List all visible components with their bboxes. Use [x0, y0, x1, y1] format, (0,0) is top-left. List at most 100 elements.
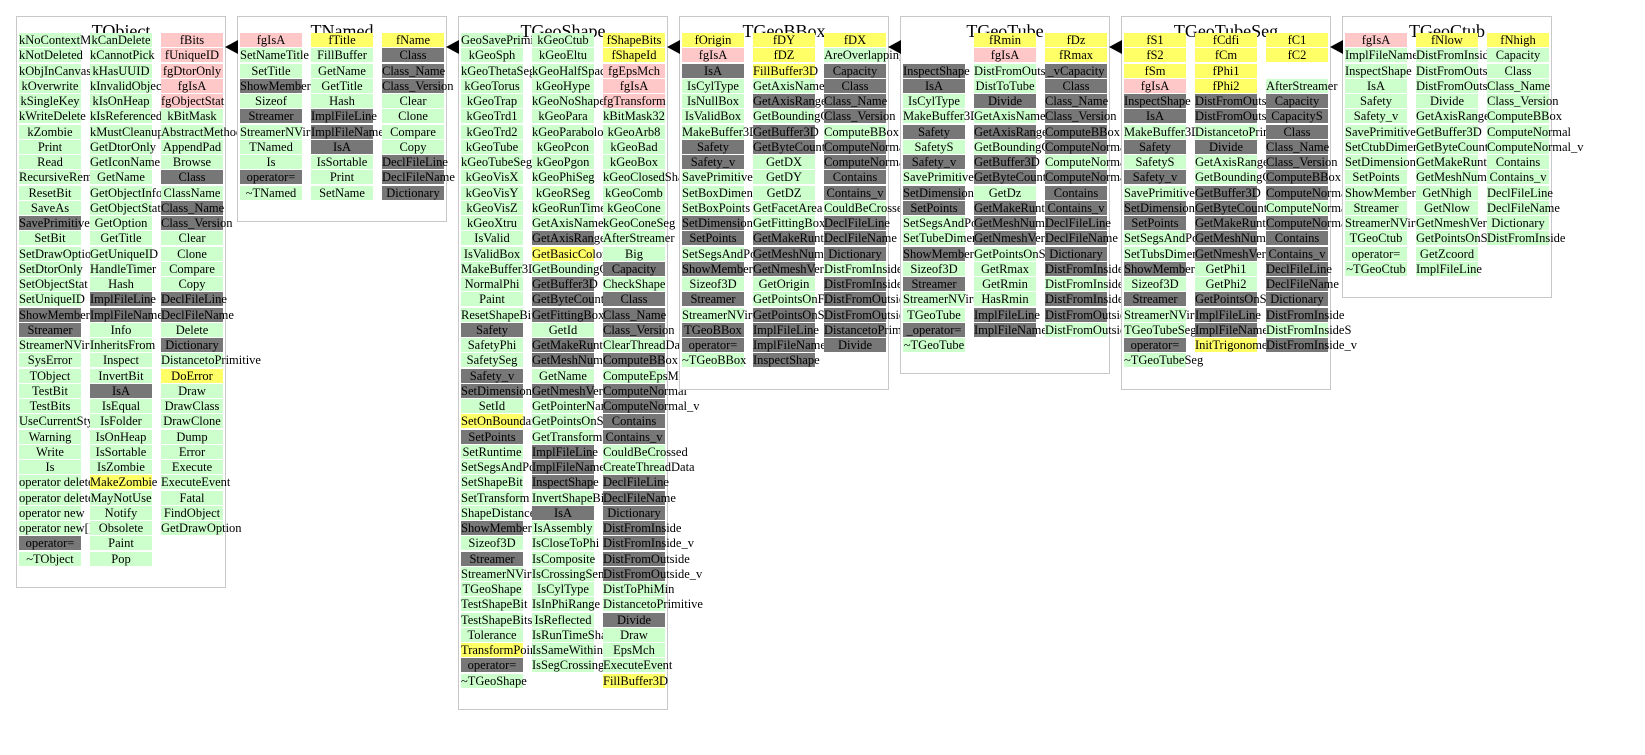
member-cell: GeoSavePrimitive	[461, 33, 553, 47]
member-cell: Sizeof3D	[682, 277, 744, 291]
member-cell: GetBoundingCylinder	[974, 139, 1086, 154]
member-cell: IsSameWithinTolerance	[532, 643, 653, 657]
member-cell: TGeoTube	[903, 307, 965, 322]
member-cell: kGeoTrd2	[461, 124, 523, 139]
member-cell: SysError	[19, 353, 81, 368]
member-cell: Safety	[682, 139, 744, 154]
member-cell: kGeoBox	[603, 155, 665, 169]
member-cell: GetByteCount	[1195, 200, 1268, 215]
member-cell: Dictionary	[382, 185, 444, 200]
member-cell: kGeoRunTimeShape	[532, 200, 637, 215]
member-cell: Sizeof3D	[461, 536, 523, 551]
member-cell: GetDz	[974, 185, 1036, 200]
member-cell: kGeoVisY	[461, 185, 523, 200]
member-cell: DeclFileName	[1266, 277, 1339, 291]
member-cell: Draw	[603, 627, 665, 642]
member-cell: DistFromInside_v	[1266, 338, 1357, 352]
member-cell: TGeoTubeSeg	[1124, 322, 1197, 337]
member-cell: DistFromOutside	[1195, 94, 1282, 108]
member-cell: Class	[1266, 124, 1328, 139]
member-cell: IsSortable	[311, 155, 373, 169]
member-cell: operator delete	[19, 475, 94, 490]
member-cell: IsNullBox	[682, 94, 744, 108]
member-cell: Class_Name	[1266, 139, 1330, 154]
member-cell: RecursiveRemove	[19, 170, 111, 185]
member-cell: GetMakeRuntimeShape	[1416, 155, 1537, 169]
member-cell: SetSegsAndPols	[1124, 231, 1207, 246]
member-cell: Contains	[603, 414, 665, 429]
member-cell: ComputeNormal	[824, 139, 909, 154]
member-cell: DeclFileName	[824, 231, 897, 246]
member-cell: operator new[]	[19, 521, 93, 535]
member-cell: SetRuntime	[461, 444, 523, 459]
member-cell: GetPointsOnSegments	[974, 246, 1088, 261]
member-cell: GetPhi2	[1195, 277, 1257, 291]
member-cell: SetId	[461, 399, 523, 413]
member-cell: GetFittingBox	[532, 307, 605, 322]
member-cell: DeclFileLine	[824, 216, 890, 230]
member-cell: kIsOnHeap	[90, 94, 152, 108]
member-cell: SafetyS	[903, 139, 965, 154]
member-cell: InspectShape	[1124, 94, 1191, 108]
member-cell: GetDX	[753, 155, 815, 169]
member-cell: Contains_v	[1487, 170, 1549, 185]
member-cell: ComputeNormalS	[1266, 200, 1357, 215]
member-cell: CapacityS	[1266, 109, 1328, 124]
member-cell: SavePrimitive	[903, 170, 974, 185]
member-cell: ImplFileLine	[90, 292, 156, 307]
member-cell: ExecuteEvent	[161, 475, 231, 490]
member-cell: SetDimensions	[461, 383, 537, 398]
member-cell: GetPointsOnSegments	[1195, 292, 1309, 307]
member-cell: Write	[19, 444, 81, 459]
member-cell: SavePrimitive	[682, 170, 753, 185]
member-cell: GetByteCount	[1416, 139, 1489, 154]
member-cell: StreamerNVirtual	[1124, 307, 1213, 322]
member-cell: fNhigh	[1487, 33, 1549, 47]
member-cell: SetObjectStat	[19, 277, 88, 291]
member-cell: kGeoHype	[532, 78, 594, 93]
member-cell: Dictionary	[1266, 292, 1328, 307]
member-cell: Streamer	[19, 322, 81, 337]
member-cell: DistToPhiMin	[603, 582, 675, 596]
member-cell: GetPointerName	[532, 399, 617, 413]
member-cell: GetPointsOnSegments	[1416, 231, 1530, 246]
member-cell: ResetShapeBit	[461, 307, 535, 322]
inheritance-arrow-icon	[1330, 40, 1343, 54]
member-cell: Inspect	[90, 353, 152, 368]
member-cell: kGeoConeSeg	[603, 216, 676, 230]
member-cell: Safety_v	[1345, 109, 1407, 124]
member-cell: DistFromInside	[1266, 307, 1345, 322]
member-cell: Paint	[90, 536, 152, 551]
member-cell: GetBoundingCylinder	[532, 261, 644, 276]
member-cell: GetBuffer3D	[532, 277, 598, 291]
member-cell: SetTransform	[461, 490, 530, 505]
member-cell: GetName	[311, 63, 373, 78]
member-cell: GetMakeRuntimeShape	[1195, 216, 1316, 230]
member-cell: Hash	[90, 277, 152, 291]
member-cell: IsValid	[461, 231, 523, 246]
member-cell: GetMeshNumbers	[753, 246, 845, 261]
member-cell: GetMeshNumbers	[1195, 231, 1287, 246]
member-cell: Class_Name	[1045, 94, 1109, 108]
member-cell: ComputeNormal	[603, 383, 688, 398]
member-cell: TestShapeBit	[461, 597, 528, 612]
inheritance-arrow-icon	[1109, 40, 1122, 54]
member-cell: fgTransform	[603, 94, 666, 108]
member-cell: SetPoints	[682, 231, 744, 246]
member-cell: GetTitle	[90, 231, 152, 246]
member-cell: IsA	[1345, 78, 1407, 93]
member-cell: Big	[603, 246, 665, 261]
member-cell: GetId	[532, 322, 594, 337]
member-cell: operator=	[1124, 338, 1186, 352]
member-cell: ComputeNormal_v	[1487, 139, 1584, 154]
member-cell: IsCrossingSemiplane	[532, 566, 639, 581]
member-cell: GetDY	[753, 170, 815, 185]
member-cell: ImplFileName	[1195, 322, 1268, 337]
member-cell: fCm	[1195, 48, 1257, 63]
member-cell: Dictionary	[1045, 246, 1107, 261]
member-cell: ComputeNormalS	[1045, 155, 1136, 169]
member-cell: DistFromOutside	[1045, 307, 1132, 322]
member-cell: TGeoBBox	[682, 322, 744, 337]
member-cell: Error	[161, 444, 223, 459]
member-cell: DeclFileLine	[1487, 185, 1553, 200]
